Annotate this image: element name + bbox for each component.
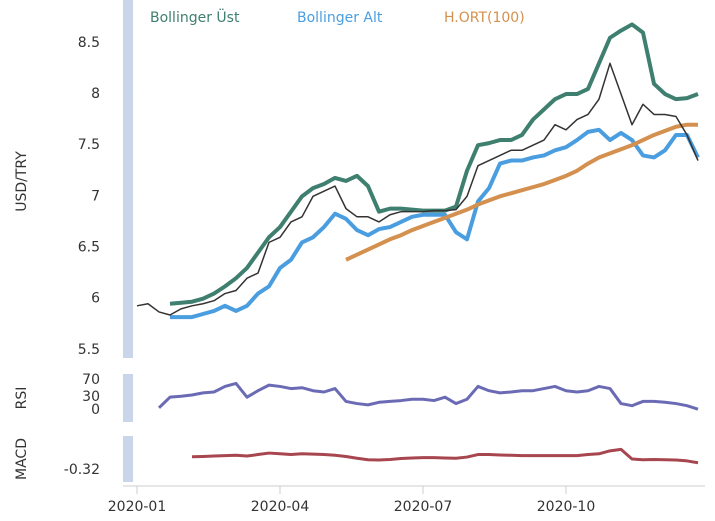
axis-band bbox=[123, 0, 133, 358]
price-line bbox=[136, 62, 699, 316]
legend-entry: H.ORT(100) bbox=[444, 10, 525, 26]
axis-title: MACD bbox=[14, 438, 30, 480]
y-tick-label: 6 bbox=[91, 291, 100, 307]
axis-title: RSI bbox=[14, 387, 30, 410]
x-tick-label: 2020-04 bbox=[251, 499, 310, 515]
y-tick-label: 7 bbox=[91, 188, 100, 204]
axis-band bbox=[123, 436, 133, 482]
axis-band bbox=[123, 374, 133, 422]
y-tick-label: -0.32 bbox=[64, 462, 100, 478]
y-tick-label: 0 bbox=[91, 402, 100, 418]
y-tick-label: 8.5 bbox=[78, 35, 100, 51]
y-tick-label: 7.5 bbox=[78, 137, 100, 153]
x-tick-label: 2020-10 bbox=[537, 499, 596, 515]
indicator-line bbox=[191, 447, 699, 465]
series-line bbox=[170, 127, 700, 320]
y-tick-label: 30 bbox=[82, 389, 100, 405]
series-line bbox=[345, 122, 698, 262]
axis-title: USD/TRY bbox=[14, 151, 30, 212]
legend-entry: Bollinger Alt bbox=[297, 10, 383, 26]
legend-entry: Bollinger Üst bbox=[150, 8, 240, 26]
y-tick-label: 8 bbox=[91, 86, 100, 102]
y-tick-label: 5.5 bbox=[78, 342, 100, 358]
x-tick-label: 2020-01 bbox=[108, 499, 167, 515]
y-tick-label: 6.5 bbox=[78, 239, 100, 255]
x-tick-label: 2020-07 bbox=[394, 499, 453, 515]
indicator-line bbox=[157, 381, 699, 411]
y-tick-label: 70 bbox=[82, 372, 100, 388]
series-line bbox=[169, 22, 699, 306]
